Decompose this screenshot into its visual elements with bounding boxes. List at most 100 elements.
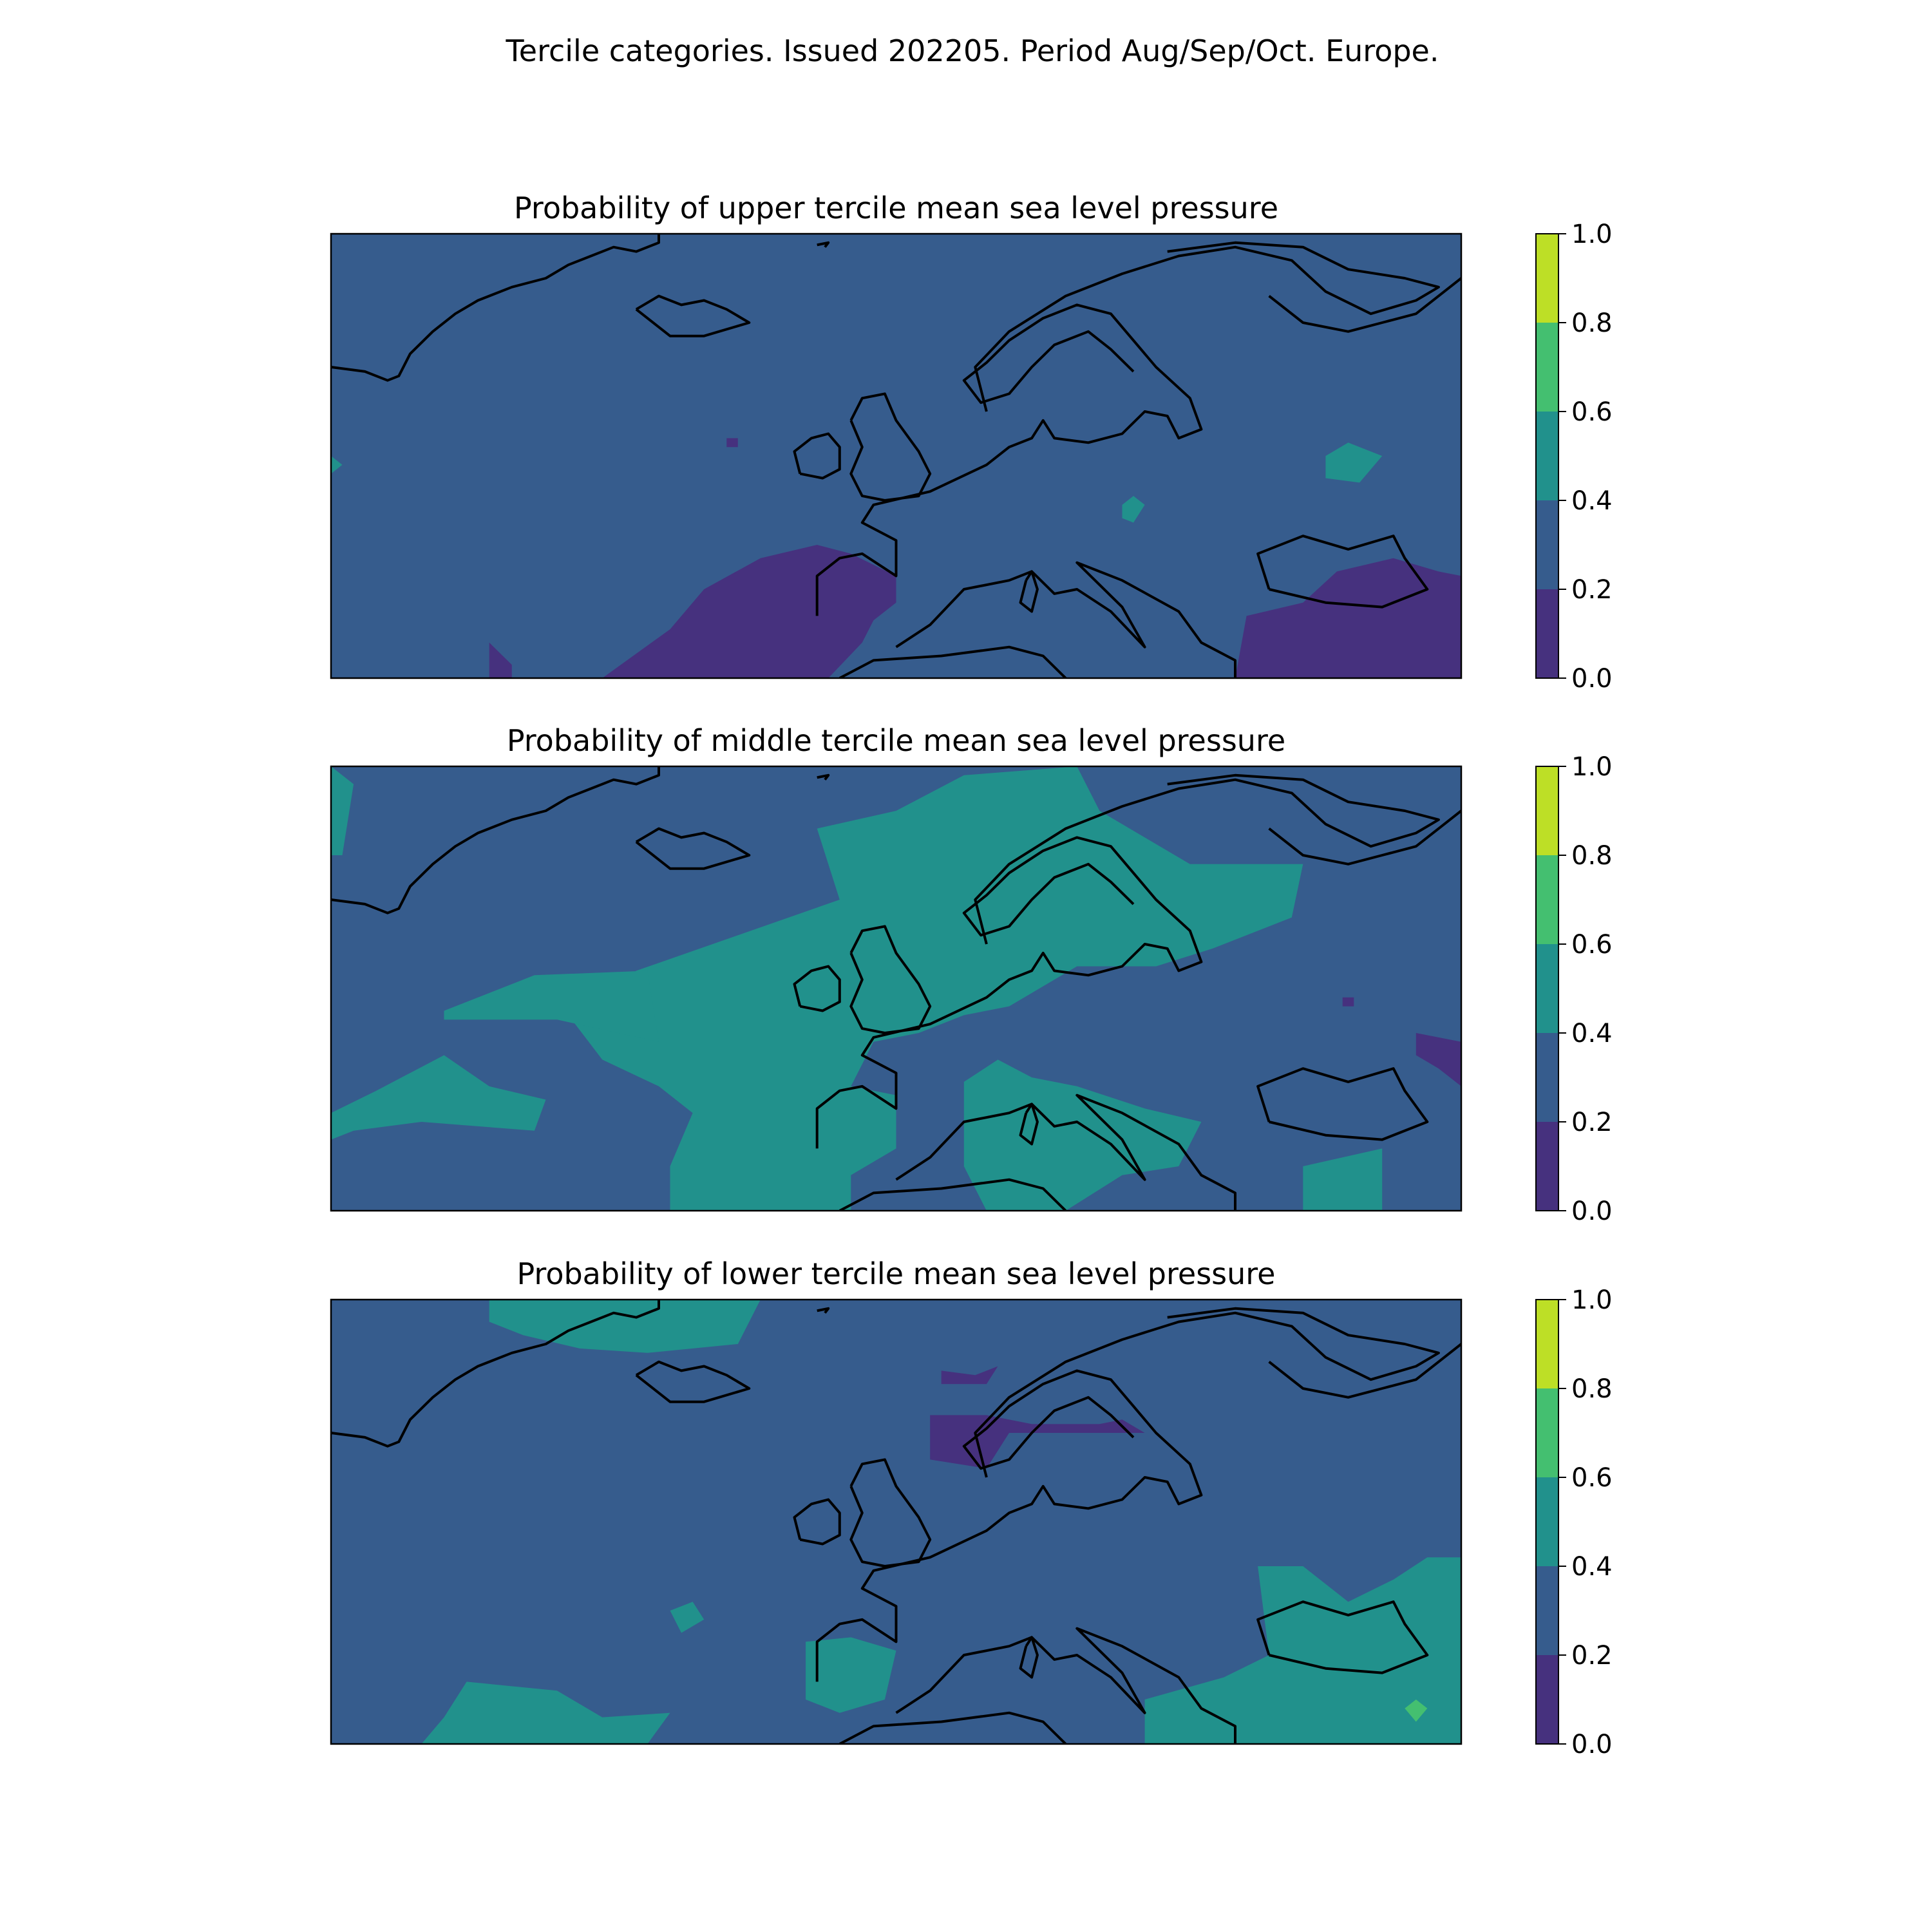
colorbar-segment <box>1536 1122 1558 1211</box>
colorbar-segment <box>1536 589 1558 678</box>
colorbar-tick-label: 0.0 <box>1571 664 1613 694</box>
region-atlantic-small-high <box>670 1602 705 1633</box>
scandinavia-coast <box>974 773 1440 945</box>
colorbar-frame <box>1535 233 1559 679</box>
colorbar-tick-label: 0.2 <box>1571 575 1613 605</box>
kola-white-sea-coast <box>1268 277 1461 333</box>
mainland-europe-coast <box>815 836 1203 1149</box>
region-north-low-small <box>941 1366 998 1385</box>
scandinavia-coast <box>974 241 1440 412</box>
corsica-sardinia-coast <box>1019 1103 1039 1146</box>
region-north-sea-band <box>568 766 1303 1211</box>
colorbar-tick-label: 1.0 <box>1571 1285 1613 1315</box>
colorbar-segment <box>1536 1300 1558 1388</box>
region-west-atlantic-band <box>444 971 659 1042</box>
colorbar-frame <box>1535 766 1559 1211</box>
kola-white-sea-coast <box>1268 810 1461 866</box>
britain-coast <box>849 1458 932 1567</box>
map-area <box>331 234 1461 678</box>
colorbar-segment <box>1536 234 1558 323</box>
colorbar-tick-label: 0.6 <box>1571 930 1613 960</box>
colorbar-tick-label: 0.4 <box>1571 1552 1613 1582</box>
corsica-sardinia-coast <box>1019 570 1039 613</box>
colorbar-tick-label: 1.0 <box>1571 220 1613 249</box>
north-africa-coast <box>838 1178 1067 1211</box>
region-greenland-edge <box>331 766 354 855</box>
britain-coast <box>849 392 932 502</box>
colorbar: 0.0 0.2 0.4 0.6 0.8 1.0 <box>1535 220 1613 694</box>
colorbar-tick-label: 0.8 <box>1571 1374 1613 1404</box>
map-frame <box>330 232 1463 679</box>
panel-title: Probability of upper tercile mean sea le… <box>514 191 1278 225</box>
region-caspian-higher <box>1405 1700 1428 1722</box>
map-background <box>331 234 1461 678</box>
black-sea-coast <box>1256 1600 1429 1674</box>
colorbar-segment <box>1536 1566 1558 1655</box>
map-panel-3: Probability of lower tercile mean sea le… <box>330 1256 1613 1759</box>
colorbar-segment <box>1536 323 1558 412</box>
region-caspian-low <box>1416 1033 1461 1086</box>
kola-white-sea-coast <box>1268 1343 1461 1399</box>
figure-title: Tercile categories. Issued 202205. Perio… <box>506 33 1439 68</box>
region-small-low-square-mid <box>1342 997 1354 1007</box>
mediterranean-north-coast <box>895 561 1236 678</box>
colorbar-segment <box>1536 766 1558 855</box>
region-turkey-patch <box>1303 1148 1383 1211</box>
iceland-coast <box>635 294 751 337</box>
corsica-sardinia-coast <box>1019 1636 1039 1679</box>
map-area <box>331 766 1461 1211</box>
ireland-coast <box>793 432 841 480</box>
mediterranean-north-coast <box>895 1094 1236 1211</box>
colorbar-segment <box>1536 1655 1558 1744</box>
region-iceland-greenland-high <box>489 1300 761 1353</box>
region-turkey-caucasus-low <box>1235 558 1461 678</box>
black-sea-coast <box>1256 535 1429 609</box>
region-norway-low <box>930 1415 1145 1469</box>
colorbar-tick-label: 1.0 <box>1571 752 1613 782</box>
colorbar-tick-label: 0.0 <box>1571 1197 1613 1226</box>
greenland-coast <box>331 234 660 382</box>
britain-coast <box>849 925 932 1034</box>
north-africa-coast <box>838 1711 1067 1744</box>
colorbar-tick-label: 0.2 <box>1571 1108 1613 1137</box>
colorbar-tick-label: 0.4 <box>1571 1019 1613 1048</box>
svalbard-coast <box>817 241 830 248</box>
region-russia-small-high <box>1325 442 1383 483</box>
iceland-coast <box>635 1360 751 1403</box>
region-iberia-high <box>806 1637 896 1713</box>
north-africa-coast <box>838 645 1067 678</box>
colorbar-tick-label: 0.6 <box>1571 397 1613 427</box>
colorbar-segment <box>1536 944 1558 1033</box>
region-west-edge-high <box>331 456 343 474</box>
colorbar-tick-label: 0.8 <box>1571 841 1613 871</box>
iceland-coast <box>635 827 751 870</box>
scandinavia-coast <box>974 1307 1440 1478</box>
region-iberia-atlantic-low <box>602 545 896 678</box>
colorbar-segment <box>1536 1477 1558 1566</box>
colorbar-segment <box>1536 855 1558 944</box>
colorbar-segment <box>1536 1033 1558 1122</box>
colorbar-segment <box>1536 1388 1558 1477</box>
mediterranean-north-coast <box>895 1627 1236 1744</box>
colorbar: 0.0 0.2 0.4 0.6 0.8 1.0 <box>1535 752 1613 1226</box>
colorbar-segment <box>1536 412 1558 500</box>
svalbard-coast <box>817 1307 830 1314</box>
region-small-low-square <box>726 438 738 448</box>
colorbar-tick-label: 0.4 <box>1571 486 1613 516</box>
region-sw-atlantic-band <box>331 1055 546 1140</box>
map-panel-1: Probability of upper tercile mean sea le… <box>330 191 1613 694</box>
map-panels: Probability of upper tercile mean sea le… <box>330 191 1613 1759</box>
panel-title: Probability of lower tercile mean sea le… <box>517 1256 1276 1291</box>
map-frame <box>330 1298 1463 1745</box>
mainland-europe-coast <box>815 303 1203 616</box>
colorbar-tick-label: 0.0 <box>1571 1730 1613 1759</box>
colorbar-tick-label: 0.8 <box>1571 308 1613 338</box>
svalbard-coast <box>817 773 830 781</box>
greenland-coast <box>331 766 660 914</box>
region-baltic-small-high <box>1122 496 1145 523</box>
region-italy-balkans <box>963 1059 1202 1211</box>
colorbar-tick-label: 0.2 <box>1571 1641 1613 1671</box>
map-area <box>331 1300 1461 1744</box>
region-sw-atlantic-high <box>421 1681 670 1744</box>
